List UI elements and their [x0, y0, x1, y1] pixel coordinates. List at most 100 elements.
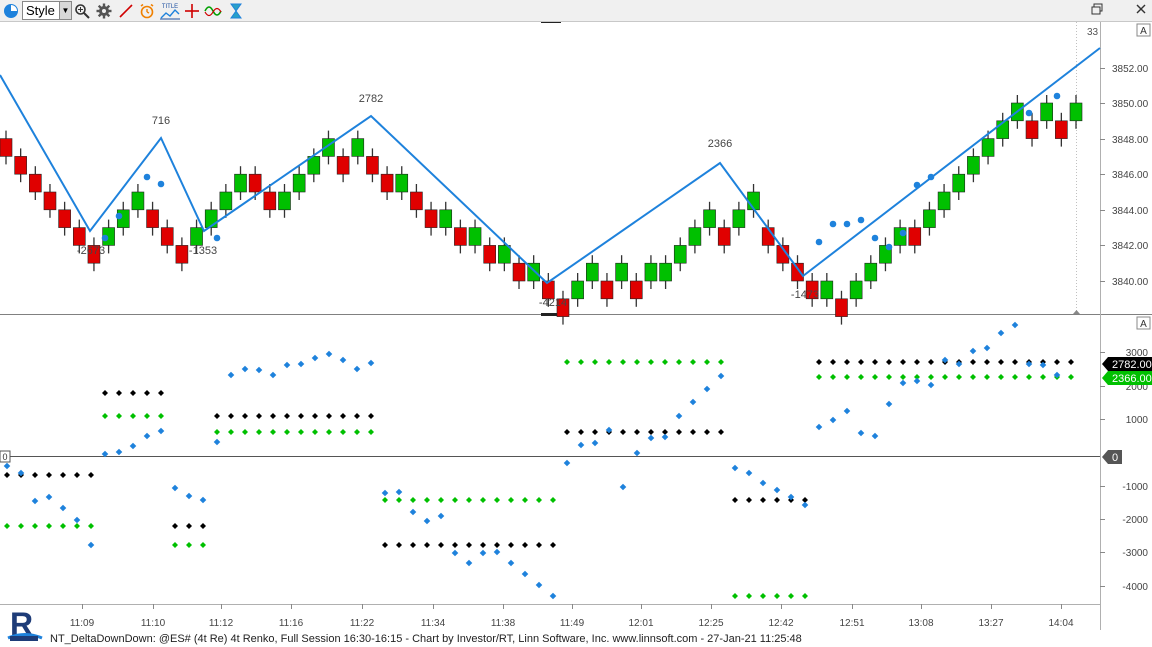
up-brick — [937, 191, 951, 211]
delta-blue-marker — [339, 356, 347, 364]
delta-blue-marker — [493, 548, 501, 556]
pane-handle-top[interactable] — [541, 22, 561, 23]
draw-line-icon[interactable] — [116, 1, 136, 21]
delta-blue-marker — [367, 359, 375, 367]
status-bar-text: NT_DeltaDownDown: @ES# (4t Re) 4t Renko,… — [50, 633, 802, 645]
delta-black-marker — [774, 497, 780, 503]
up-brick — [131, 191, 145, 211]
delta-black-marker — [46, 472, 52, 478]
delta-black-marker — [816, 359, 822, 365]
down-brick — [600, 280, 614, 300]
alarm-icon[interactable] — [137, 1, 157, 21]
delta-green-marker — [718, 359, 724, 365]
delta-black-marker — [326, 413, 332, 419]
delta-blue-marker — [157, 427, 165, 435]
wave-icon[interactable] — [203, 1, 223, 21]
delta-black-marker — [74, 472, 80, 478]
delta-green-marker — [270, 429, 276, 435]
delta-black-marker — [998, 359, 1004, 365]
price-axis-label: 3852.00 — [1112, 64, 1149, 75]
delta-axis-label: -4000 — [1122, 582, 1148, 593]
down-brick — [263, 191, 277, 211]
delta-tag-green: 2366.00 — [1102, 371, 1152, 385]
crosshair-icon[interactable] — [182, 1, 202, 21]
zoom-icon[interactable] — [72, 1, 92, 21]
signal-dot — [927, 173, 935, 181]
delta-blue-marker — [423, 517, 431, 525]
delta-blue-marker — [1039, 361, 1047, 369]
clock-icon[interactable] — [1, 1, 21, 21]
close-icon[interactable] — [1132, 2, 1150, 20]
up-brick — [234, 173, 247, 193]
delta-blue-marker — [311, 354, 319, 362]
down-brick — [454, 227, 467, 246]
delta-blue-marker — [885, 400, 893, 408]
delta-blue-marker — [241, 365, 249, 373]
down-brick — [160, 227, 174, 246]
style-dropdown[interactable]: Style ▼ — [22, 1, 72, 20]
delta-black-marker — [144, 390, 150, 396]
delta-black-marker — [116, 390, 122, 396]
up-brick — [498, 245, 511, 264]
signal-dot — [1053, 92, 1061, 100]
delta-black-marker — [662, 429, 668, 435]
up-brick — [732, 209, 746, 228]
hourglass-icon[interactable] — [226, 1, 246, 21]
delta-blue-marker — [325, 350, 333, 358]
title-icon[interactable]: TITLE — [159, 1, 181, 21]
delta-blue-marker — [1053, 371, 1061, 379]
up-brick — [190, 227, 203, 246]
gear-icon[interactable] — [94, 1, 114, 21]
delta-green-marker — [354, 429, 360, 435]
delta-blue-marker — [619, 483, 627, 491]
delta-blue-marker — [283, 361, 291, 369]
delta-green-marker — [368, 429, 374, 435]
delta-tag-black: 2782.00 — [1102, 357, 1152, 371]
down-brick — [146, 209, 159, 228]
down-brick — [410, 191, 423, 211]
delta-black-marker — [984, 359, 990, 365]
delta-green-marker — [592, 359, 598, 365]
up-brick — [673, 245, 687, 264]
delta-axis-label: -1000 — [1122, 482, 1148, 493]
delta-green-marker — [886, 374, 892, 380]
delta-black-marker — [648, 429, 654, 435]
time-axis-label: 12:01 — [628, 618, 653, 629]
up-brick — [278, 191, 291, 211]
delta-black-marker — [466, 542, 472, 548]
delta-black-marker — [172, 523, 178, 529]
delta-black-marker — [634, 429, 640, 435]
delta-black-marker — [494, 542, 500, 548]
signal-dot — [157, 180, 165, 188]
chart-area[interactable]: 3852.00 3850.00 3848.00 3846.00 3844.00 3842.… — [0, 22, 1152, 633]
delta-green-marker — [396, 497, 402, 503]
price-pane[interactable] — [0, 22, 1100, 313]
time-axis-label: 11:12 — [209, 618, 234, 629]
delta-green-marker — [662, 359, 668, 365]
delta-green-marker — [984, 374, 990, 380]
down-brick — [14, 156, 27, 175]
down-brick — [1025, 120, 1039, 139]
down-brick — [58, 209, 71, 228]
delta-black-marker — [746, 497, 752, 503]
delta-green-marker — [172, 542, 178, 548]
price-axis-label: 3850.00 — [1112, 99, 1149, 110]
delta-green-marker — [788, 593, 794, 599]
delta-black-marker — [60, 472, 66, 478]
down-brick — [717, 227, 731, 246]
swing-label-high: 2782 — [359, 93, 383, 105]
delta-blue-marker — [969, 347, 977, 355]
down-brick — [791, 262, 804, 282]
delta-black-marker — [312, 413, 318, 419]
price-autoscale-button[interactable]: A — [1136, 23, 1151, 37]
delta-pane[interactable] — [0, 316, 1100, 604]
delta-blue-marker — [17, 469, 25, 477]
delta-green-marker — [452, 497, 458, 503]
delta-blue-marker — [353, 365, 361, 373]
delta-blue-marker — [381, 489, 389, 497]
delta-black-marker — [298, 413, 304, 419]
pane-handle-mid[interactable] — [541, 313, 561, 316]
delta-green-marker — [508, 497, 514, 503]
delta-autoscale-button[interactable]: A — [1136, 316, 1151, 330]
restore-icon[interactable] — [1088, 2, 1106, 20]
